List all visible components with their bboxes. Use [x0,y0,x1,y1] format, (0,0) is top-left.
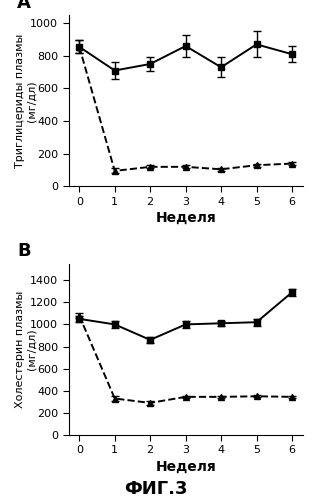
Y-axis label: Холестерин плазмы
(мг/дл): Холестерин плазмы (мг/дл) [15,290,37,408]
Text: ФИГ.3: ФИГ.3 [124,480,188,498]
Text: A: A [17,0,31,12]
Y-axis label: Триглицериды плазмы
(мг/дл): Триглицериды плазмы (мг/дл) [15,34,37,168]
Text: B: B [17,242,31,260]
X-axis label: Неделя: Неделя [155,211,216,225]
X-axis label: Неделя: Неделя [155,460,216,473]
